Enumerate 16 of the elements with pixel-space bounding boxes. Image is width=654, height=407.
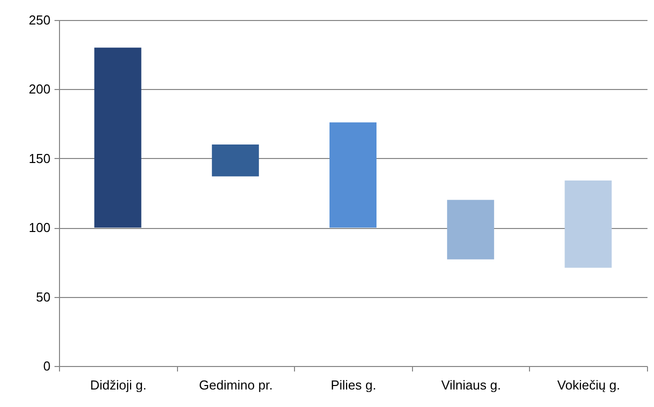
- y-tick-label: 100: [28, 220, 50, 236]
- y-tick-label: 150: [28, 150, 50, 166]
- y-tick-label: 0: [43, 358, 50, 374]
- bar: [564, 180, 612, 268]
- x-tick-label: Gedimino pr.: [199, 378, 273, 392]
- bar: [447, 200, 494, 260]
- y-tick-label: 200: [28, 82, 50, 97]
- x-tick-label: Vokiečių g.: [557, 378, 620, 392]
- bar: [212, 144, 259, 176]
- bar: [94, 48, 142, 228]
- x-tick-label: Vilniaus g.: [441, 378, 501, 392]
- bar: [330, 122, 376, 228]
- y-tick-label: 250: [28, 12, 50, 28]
- x-tick-label: Pilies g.: [330, 378, 376, 392]
- y-tick-label: 50: [36, 289, 50, 304]
- x-tick-label: Didžioji g.: [90, 378, 146, 392]
